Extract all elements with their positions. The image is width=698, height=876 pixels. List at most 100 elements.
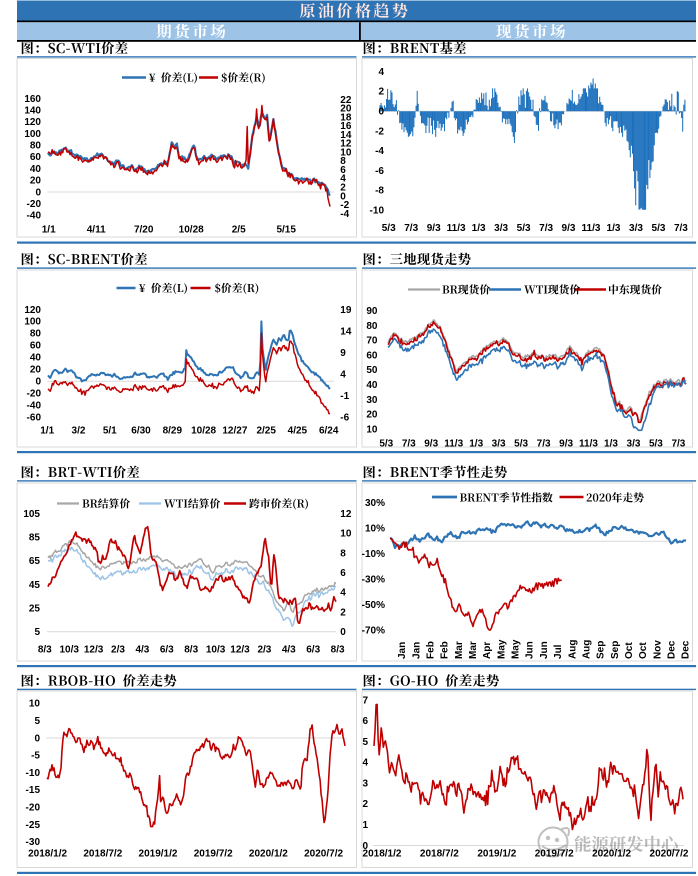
svg-text:4/11: 4/11 (87, 225, 106, 236)
svg-text:7/3: 7/3 (539, 223, 553, 234)
svg-text:Mar: Mar (468, 641, 479, 659)
svg-text:25: 25 (29, 604, 41, 615)
svg-text:-10: -10 (26, 768, 41, 779)
svg-text:Dec: Dec (681, 640, 692, 659)
svg-text:8/3: 8/3 (184, 645, 198, 656)
svg-text:10: 10 (340, 147, 352, 158)
svg-text:2: 2 (340, 183, 346, 194)
svg-text:2: 2 (362, 799, 368, 810)
svg-text:2020/1/2: 2020/1/2 (592, 849, 631, 860)
svg-text:-25: -25 (26, 820, 41, 831)
svg-text:-70%: -70% (362, 626, 385, 637)
svg-text:6/30: 6/30 (131, 426, 151, 437)
svg-text:140: 140 (24, 106, 41, 117)
svg-text:4: 4 (340, 369, 346, 380)
svg-text:4/3: 4/3 (282, 645, 296, 656)
svg-text:5/3: 5/3 (649, 439, 663, 450)
svg-text:20: 20 (366, 410, 378, 421)
svg-text:-30: -30 (26, 837, 41, 848)
svg-text:3: 3 (362, 778, 368, 789)
svg-text:80: 80 (366, 321, 378, 332)
svg-text:-1: -1 (340, 391, 349, 402)
svg-text:1/3: 1/3 (604, 439, 618, 450)
svg-text:-15: -15 (26, 785, 41, 796)
svg-text:1/3: 1/3 (469, 439, 483, 450)
svg-text:Aug: Aug (581, 640, 592, 659)
svg-text:14: 14 (340, 130, 352, 141)
svg-text:11/3: 11/3 (579, 439, 598, 450)
svg-text:4: 4 (378, 67, 384, 78)
svg-text:2: 2 (340, 607, 346, 618)
svg-text:20: 20 (340, 104, 352, 115)
svg-text:80: 80 (30, 141, 42, 152)
svg-text:20: 20 (30, 365, 42, 376)
svg-text:100: 100 (24, 317, 41, 328)
svg-text:7/3: 7/3 (404, 223, 418, 234)
svg-text:6: 6 (340, 568, 346, 579)
svg-text:4: 4 (362, 758, 368, 769)
svg-text:-20: -20 (26, 803, 41, 814)
svg-text:-6: -6 (340, 412, 349, 423)
svg-text:Oct: Oct (624, 642, 635, 659)
svg-text:6/3: 6/3 (160, 645, 174, 656)
svg-text:Apr: Apr (482, 642, 493, 659)
svg-text:-60: -60 (27, 412, 42, 423)
svg-text:5/15: 5/15 (276, 225, 296, 236)
svg-text:5/3: 5/3 (517, 223, 531, 234)
svg-text:7/3: 7/3 (674, 223, 688, 234)
svg-text:0: 0 (35, 376, 41, 387)
svg-text:Sep: Sep (596, 641, 607, 659)
svg-text:4/25: 4/25 (288, 426, 308, 437)
svg-text:0: 0 (34, 733, 40, 744)
svg-text:2018/7/2: 2018/7/2 (420, 849, 459, 860)
svg-text:-50%: -50% (362, 600, 385, 611)
svg-text:100: 100 (24, 129, 41, 140)
svg-text:-4: -4 (375, 146, 384, 157)
svg-text:2019/7/2: 2019/7/2 (535, 849, 574, 860)
svg-text:14: 14 (340, 326, 352, 337)
svg-text:120: 120 (24, 117, 41, 128)
svg-text:4/3: 4/3 (135, 645, 149, 656)
svg-text:-2: -2 (375, 126, 384, 137)
svg-text:Mar: Mar (454, 641, 465, 659)
svg-text:12/3: 12/3 (84, 645, 104, 656)
svg-text:1/1: 1/1 (40, 426, 54, 437)
svg-text:Feb: Feb (440, 641, 451, 659)
svg-text:Feb: Feb (425, 641, 436, 659)
svg-text:50: 50 (366, 365, 378, 376)
svg-text:8/3: 8/3 (38, 645, 52, 656)
svg-text:60: 60 (366, 350, 378, 361)
svg-text:12: 12 (340, 139, 352, 150)
svg-text:11/3: 11/3 (582, 223, 601, 234)
svg-text:-4: -4 (340, 209, 349, 220)
svg-text:8: 8 (340, 156, 346, 167)
svg-text:2019/1/2: 2019/1/2 (139, 849, 178, 860)
svg-text:40: 40 (366, 380, 378, 391)
svg-text:9/3: 9/3 (559, 439, 573, 450)
svg-text:60: 60 (30, 341, 42, 352)
svg-text:0: 0 (378, 107, 384, 118)
svg-text:5: 5 (34, 716, 40, 727)
svg-text:2018/1/2: 2018/1/2 (28, 849, 67, 860)
svg-text:10: 10 (366, 424, 378, 435)
svg-text:0: 0 (340, 191, 346, 202)
svg-text:-20: -20 (27, 388, 42, 399)
svg-text:2018/1/2: 2018/1/2 (363, 849, 402, 860)
svg-text:120: 120 (24, 305, 41, 316)
svg-text:3/3: 3/3 (627, 439, 641, 450)
svg-text:2020/7/2: 2020/7/2 (304, 849, 343, 860)
svg-text:8/3: 8/3 (331, 645, 345, 656)
svg-text:0: 0 (362, 841, 368, 852)
svg-text:1/3: 1/3 (607, 223, 621, 234)
svg-text:22: 22 (340, 95, 352, 106)
svg-text:2/5: 2/5 (232, 225, 246, 236)
svg-text:11/3: 11/3 (447, 223, 466, 234)
svg-text:5: 5 (362, 737, 368, 748)
svg-text:Dec: Dec (667, 640, 678, 659)
svg-text:7: 7 (362, 695, 368, 706)
svg-text:2019/7/2: 2019/7/2 (194, 849, 233, 860)
svg-text:2018/7/2: 2018/7/2 (83, 849, 122, 860)
svg-text:-20: -20 (27, 199, 42, 210)
svg-text:30%: 30% (365, 498, 385, 509)
svg-text:5/3: 5/3 (652, 223, 666, 234)
